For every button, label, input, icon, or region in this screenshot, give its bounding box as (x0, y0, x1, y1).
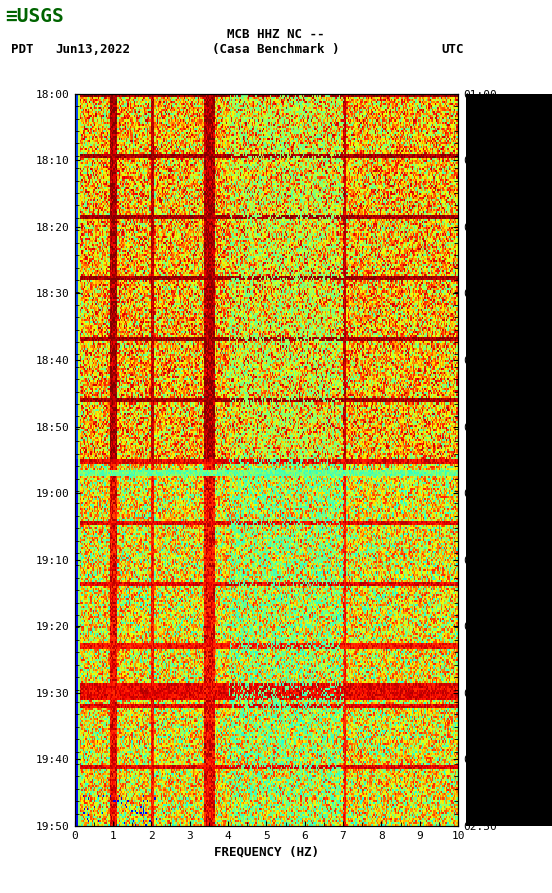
X-axis label: FREQUENCY (HZ): FREQUENCY (HZ) (214, 845, 319, 858)
Text: (Casa Benchmark ): (Casa Benchmark ) (213, 43, 339, 55)
Text: Jun13,2022: Jun13,2022 (55, 43, 130, 55)
Text: UTC: UTC (442, 43, 464, 55)
Text: MCB HHZ NC --: MCB HHZ NC -- (227, 29, 325, 41)
Text: PDT: PDT (11, 43, 34, 55)
Text: ≡USGS: ≡USGS (6, 7, 64, 26)
